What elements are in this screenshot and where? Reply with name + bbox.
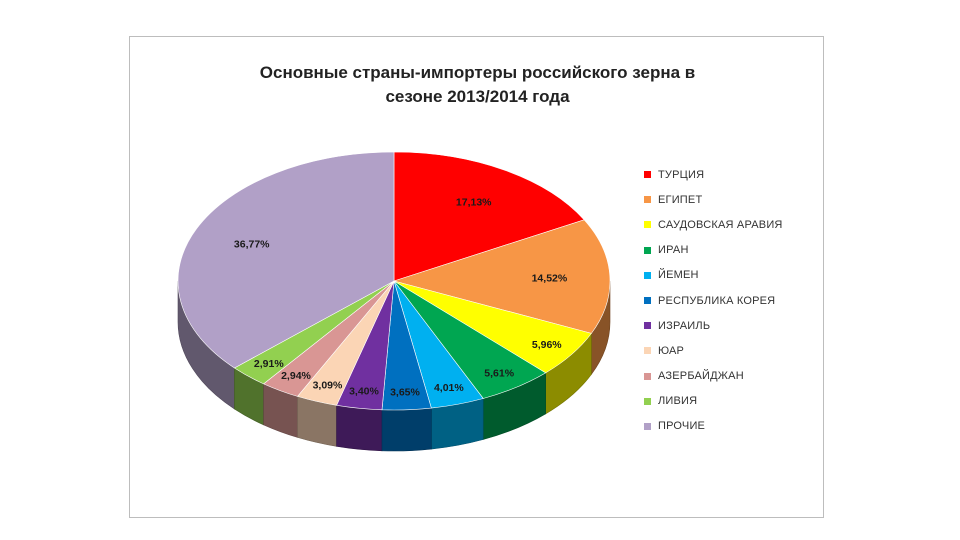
pie-slice — [393, 151, 585, 282]
legend-swatch — [644, 171, 651, 179]
legend-label: ЙЕМЕН — [658, 269, 699, 282]
legend-swatch — [644, 347, 651, 355]
chart-title: Основные страны-импортеры российского зе… — [130, 61, 825, 109]
legend-item: ПРОЧИЕ — [644, 414, 783, 439]
legend-swatch — [644, 397, 651, 405]
legend-item: ЕГИПЕТ — [644, 187, 783, 212]
legend-item: ИЗРАИЛЬ — [644, 313, 783, 338]
legend-swatch — [644, 246, 651, 254]
legend-swatch — [644, 271, 651, 279]
legend-item: РЕСПУБЛИКА КОРЕЯ — [644, 288, 783, 313]
data-label: 36,77% — [234, 239, 270, 251]
legend-item: ЛИВИЯ — [644, 389, 783, 414]
legend-label: ТУРЦИЯ — [658, 168, 705, 181]
legend-item: АЗЕРБАЙДЖАН — [644, 364, 783, 389]
legend-label: ЕГИПЕТ — [658, 193, 703, 206]
legend-label: ИЗРАИЛЬ — [658, 319, 711, 332]
data-label: 3,40% — [349, 385, 379, 397]
legend-swatch — [644, 372, 651, 380]
legend-label: ЛИВИЯ — [658, 395, 698, 408]
legend-item: ЙЕМЕН — [644, 263, 783, 288]
legend-item: ИРАН — [644, 238, 783, 263]
legend-item: ЮАР — [644, 338, 783, 363]
data-label: 5,61% — [484, 367, 514, 379]
data-label: 14,52% — [532, 272, 568, 284]
legend-label: ЮАР — [658, 344, 685, 357]
pie-slice-side — [381, 407, 432, 452]
pie-slice-side — [336, 404, 383, 452]
chart-title-line-1: Основные страны-импортеры российского зе… — [259, 63, 696, 82]
legend-label: РЕСПУБЛИКА КОРЕЯ — [658, 294, 776, 307]
data-label: 3,65% — [390, 387, 420, 399]
chart-title-line-2: сезоне 2013/2014 года — [385, 87, 570, 106]
data-label: 2,91% — [254, 358, 284, 370]
legend-item: ТУРЦИЯ — [644, 162, 783, 187]
data-label: 17,13% — [456, 196, 492, 208]
data-label: 2,94% — [281, 370, 311, 382]
legend-swatch — [644, 196, 651, 204]
legend-label: ПРОЧИЕ — [658, 420, 706, 433]
legend-swatch — [644, 221, 651, 229]
pie-slice — [392, 219, 611, 334]
chart-area: Основные страны-импортеры российского зе… — [129, 36, 824, 518]
legend-swatch — [644, 322, 651, 330]
data-label: 5,96% — [532, 339, 562, 351]
chart-legend: ТУРЦИЯ ЕГИПЕТ САУДОВСКАЯ АРАВИЯ ИРАН ЙЕМ… — [644, 162, 783, 439]
data-label: 4,01% — [434, 382, 464, 394]
pie-chart: 17,13% 14,52% 5,96% 5,61% 4,01% 3,65% 3,40% 3,0… — [177, 151, 611, 452]
legend-label: АЗЕРБАЙДЖАН — [658, 370, 744, 383]
pie-slice — [177, 151, 395, 369]
legend-label: САУДОВСКАЯ АРАВИЯ — [658, 218, 783, 231]
data-label: 3,09% — [313, 380, 343, 392]
legend-item: САУДОВСКАЯ АРАВИЯ — [644, 212, 783, 237]
legend-label: ИРАН — [658, 244, 689, 257]
legend-swatch — [644, 297, 651, 305]
legend-swatch — [644, 422, 651, 430]
